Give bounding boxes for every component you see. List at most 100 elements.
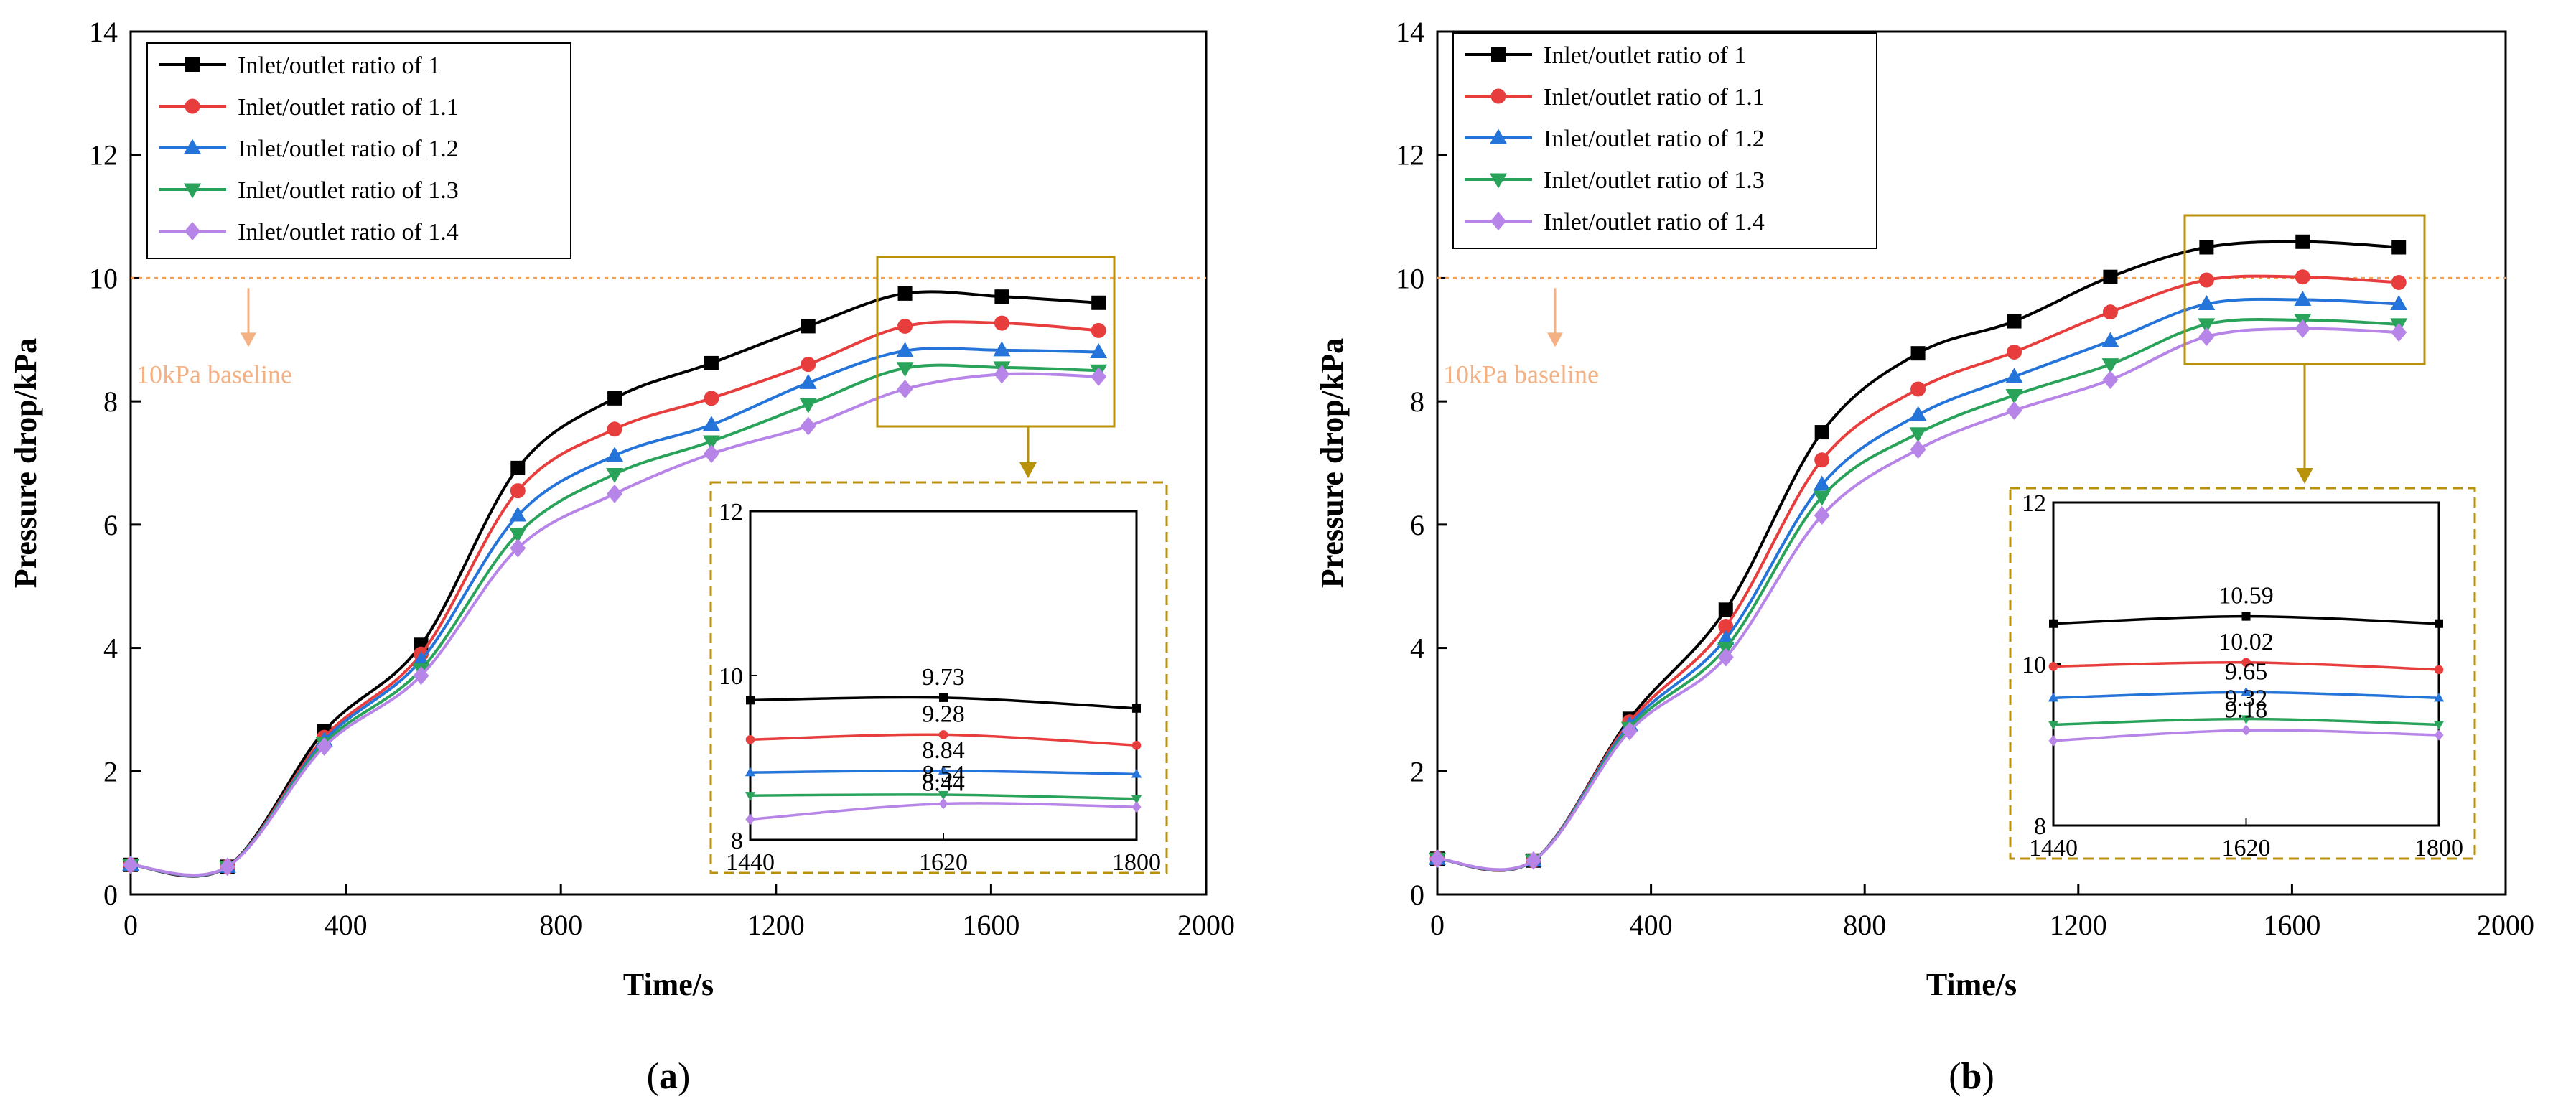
marker-circle — [1910, 381, 1926, 397]
marker-triangle-down — [2198, 318, 2216, 334]
inset-value-label: 9.65 — [2225, 658, 2268, 685]
legend-entry-label: Inlet/outlet ratio of 1.3 — [1544, 167, 1765, 194]
legend-entry-label: Inlet/outlet ratio of 1.1 — [238, 94, 459, 121]
inset-y-tick-label: 10 — [719, 663, 743, 690]
legend-entry-label: Inlet/outlet ratio of 1.2 — [1544, 126, 1765, 152]
inset-value-label: 9.28 — [922, 701, 965, 727]
zoom-region-box — [876, 256, 1116, 428]
series-line-1 — [130, 290, 1099, 878]
marker-diamond — [510, 538, 526, 558]
marker-triangle-up — [745, 767, 756, 777]
marker-diamond — [2048, 735, 2058, 747]
marker-square — [607, 391, 622, 406]
marker-square — [1091, 295, 1106, 310]
y-tick-label: 14 — [89, 16, 118, 48]
legend-entry-label: Inlet/outlet ratio of 1.4 — [1544, 209, 1765, 235]
marker-square — [994, 289, 1009, 304]
baseline-arrow-head — [1547, 332, 1563, 347]
y-tick-label: 10 — [89, 262, 118, 294]
marker-diamond — [2102, 370, 2119, 390]
marker-triangle-up — [1090, 342, 1108, 358]
marker-square — [1132, 704, 1141, 713]
inset-y-tick-label: 8 — [2034, 813, 2046, 840]
y-tick-label: 2 — [1410, 755, 1424, 787]
marker-diamond — [219, 857, 235, 877]
marker-square — [2391, 240, 2407, 255]
inset-value-label: 9.18 — [2225, 696, 2268, 723]
marker-circle — [2048, 662, 2058, 671]
marker-diamond — [1525, 851, 1541, 870]
marker-diamond — [938, 798, 948, 810]
marker-triangle-up — [2241, 686, 2251, 696]
marker-triangle-up — [993, 341, 1011, 357]
marker-triangle-up — [509, 506, 527, 522]
x-tick-label: 1200 — [2050, 909, 2107, 941]
marker-triangle-up — [2048, 692, 2059, 702]
marker-triangle-up — [184, 139, 201, 154]
marker-diamond — [1091, 367, 1107, 386]
panel-label: (b) — [1949, 1056, 1994, 1097]
marker-triangle-up — [1490, 128, 1507, 144]
panel-label-letter: a — [659, 1056, 678, 1097]
marker-circle — [607, 421, 622, 437]
marker-circle — [2391, 274, 2407, 290]
baseline-label: 10kPa baseline — [1443, 360, 1599, 388]
x-tick-label: 0 — [123, 909, 138, 941]
panel-label-open: ( — [1949, 1056, 1961, 1097]
x-tick-label: 1600 — [962, 909, 1019, 941]
marker-diamond — [316, 737, 332, 756]
marker-triangle-down — [702, 435, 720, 451]
y-tick-label: 0 — [103, 879, 118, 911]
marker-diamond — [1621, 721, 1638, 741]
legend-box — [146, 42, 571, 259]
legend-box — [1452, 32, 1877, 249]
marker-triangle-up — [799, 373, 817, 389]
y-tick-label: 12 — [89, 139, 118, 172]
marker-triangle-down — [509, 528, 527, 543]
y-tick-label: 0 — [1410, 879, 1424, 911]
inset-value-label: 10.59 — [2218, 583, 2274, 609]
marker-triangle-up — [2005, 368, 2023, 383]
marker-circle — [2434, 665, 2444, 675]
marker-diamond — [413, 666, 429, 686]
x-tick-label: 1200 — [747, 909, 805, 941]
x-tick-label: 400 — [1630, 909, 1673, 941]
marker-diamond — [1429, 849, 1445, 869]
y-tick-label: 6 — [103, 509, 118, 541]
panel-label-letter: b — [1961, 1056, 1982, 1097]
marker-triangle-down — [2101, 358, 2119, 374]
inset-value-label: 8.54 — [922, 761, 965, 787]
x-tick-label: 2000 — [1177, 909, 1235, 941]
marker-diamond — [607, 484, 623, 503]
marker-diamond — [994, 365, 1010, 384]
marker-square — [185, 57, 200, 72]
marker-square — [2103, 269, 2118, 284]
inset-y-tick-label: 8 — [731, 828, 743, 854]
marker-square — [1814, 425, 1829, 440]
plot-frame — [1436, 30, 2507, 896]
marker-triangle-up — [2294, 290, 2312, 306]
marker-triangle-up — [2101, 332, 2119, 347]
y-tick-label: 8 — [103, 385, 118, 418]
marker-triangle-up — [1813, 475, 1831, 491]
panel-label-close: ) — [678, 1056, 690, 1097]
marker-circle — [801, 357, 816, 373]
marker-square — [510, 460, 526, 475]
x-tick-label: 400 — [325, 909, 368, 941]
y-axis-title: Pressure drop/kPa — [1315, 338, 1350, 588]
inset-dashed-frame — [709, 481, 1168, 874]
marker-square — [746, 696, 755, 705]
marker-triangle-down — [1909, 427, 1927, 443]
legend-entry-label: Inlet/outlet ratio of 1 — [238, 52, 440, 79]
inset-dashed-frame — [2009, 487, 2476, 860]
marker-circle — [1131, 741, 1142, 750]
panel-label: (a) — [647, 1056, 691, 1097]
chart-panel-a: 0 400 800 1200 1600 2000 0 2 4 6 8 10 12 14 Time/s Pres… — [8, 16, 1235, 1097]
marker-circle — [1490, 88, 1506, 104]
marker-circle — [897, 318, 913, 334]
marker-triangle-up — [2198, 294, 2216, 310]
inset-value-label: 9.32 — [2225, 686, 2268, 712]
marker-triangle-down — [1131, 795, 1142, 805]
legend-entry-label: Inlet/outlet ratio of 1.1 — [1544, 84, 1765, 111]
marker-square — [1491, 47, 1506, 62]
